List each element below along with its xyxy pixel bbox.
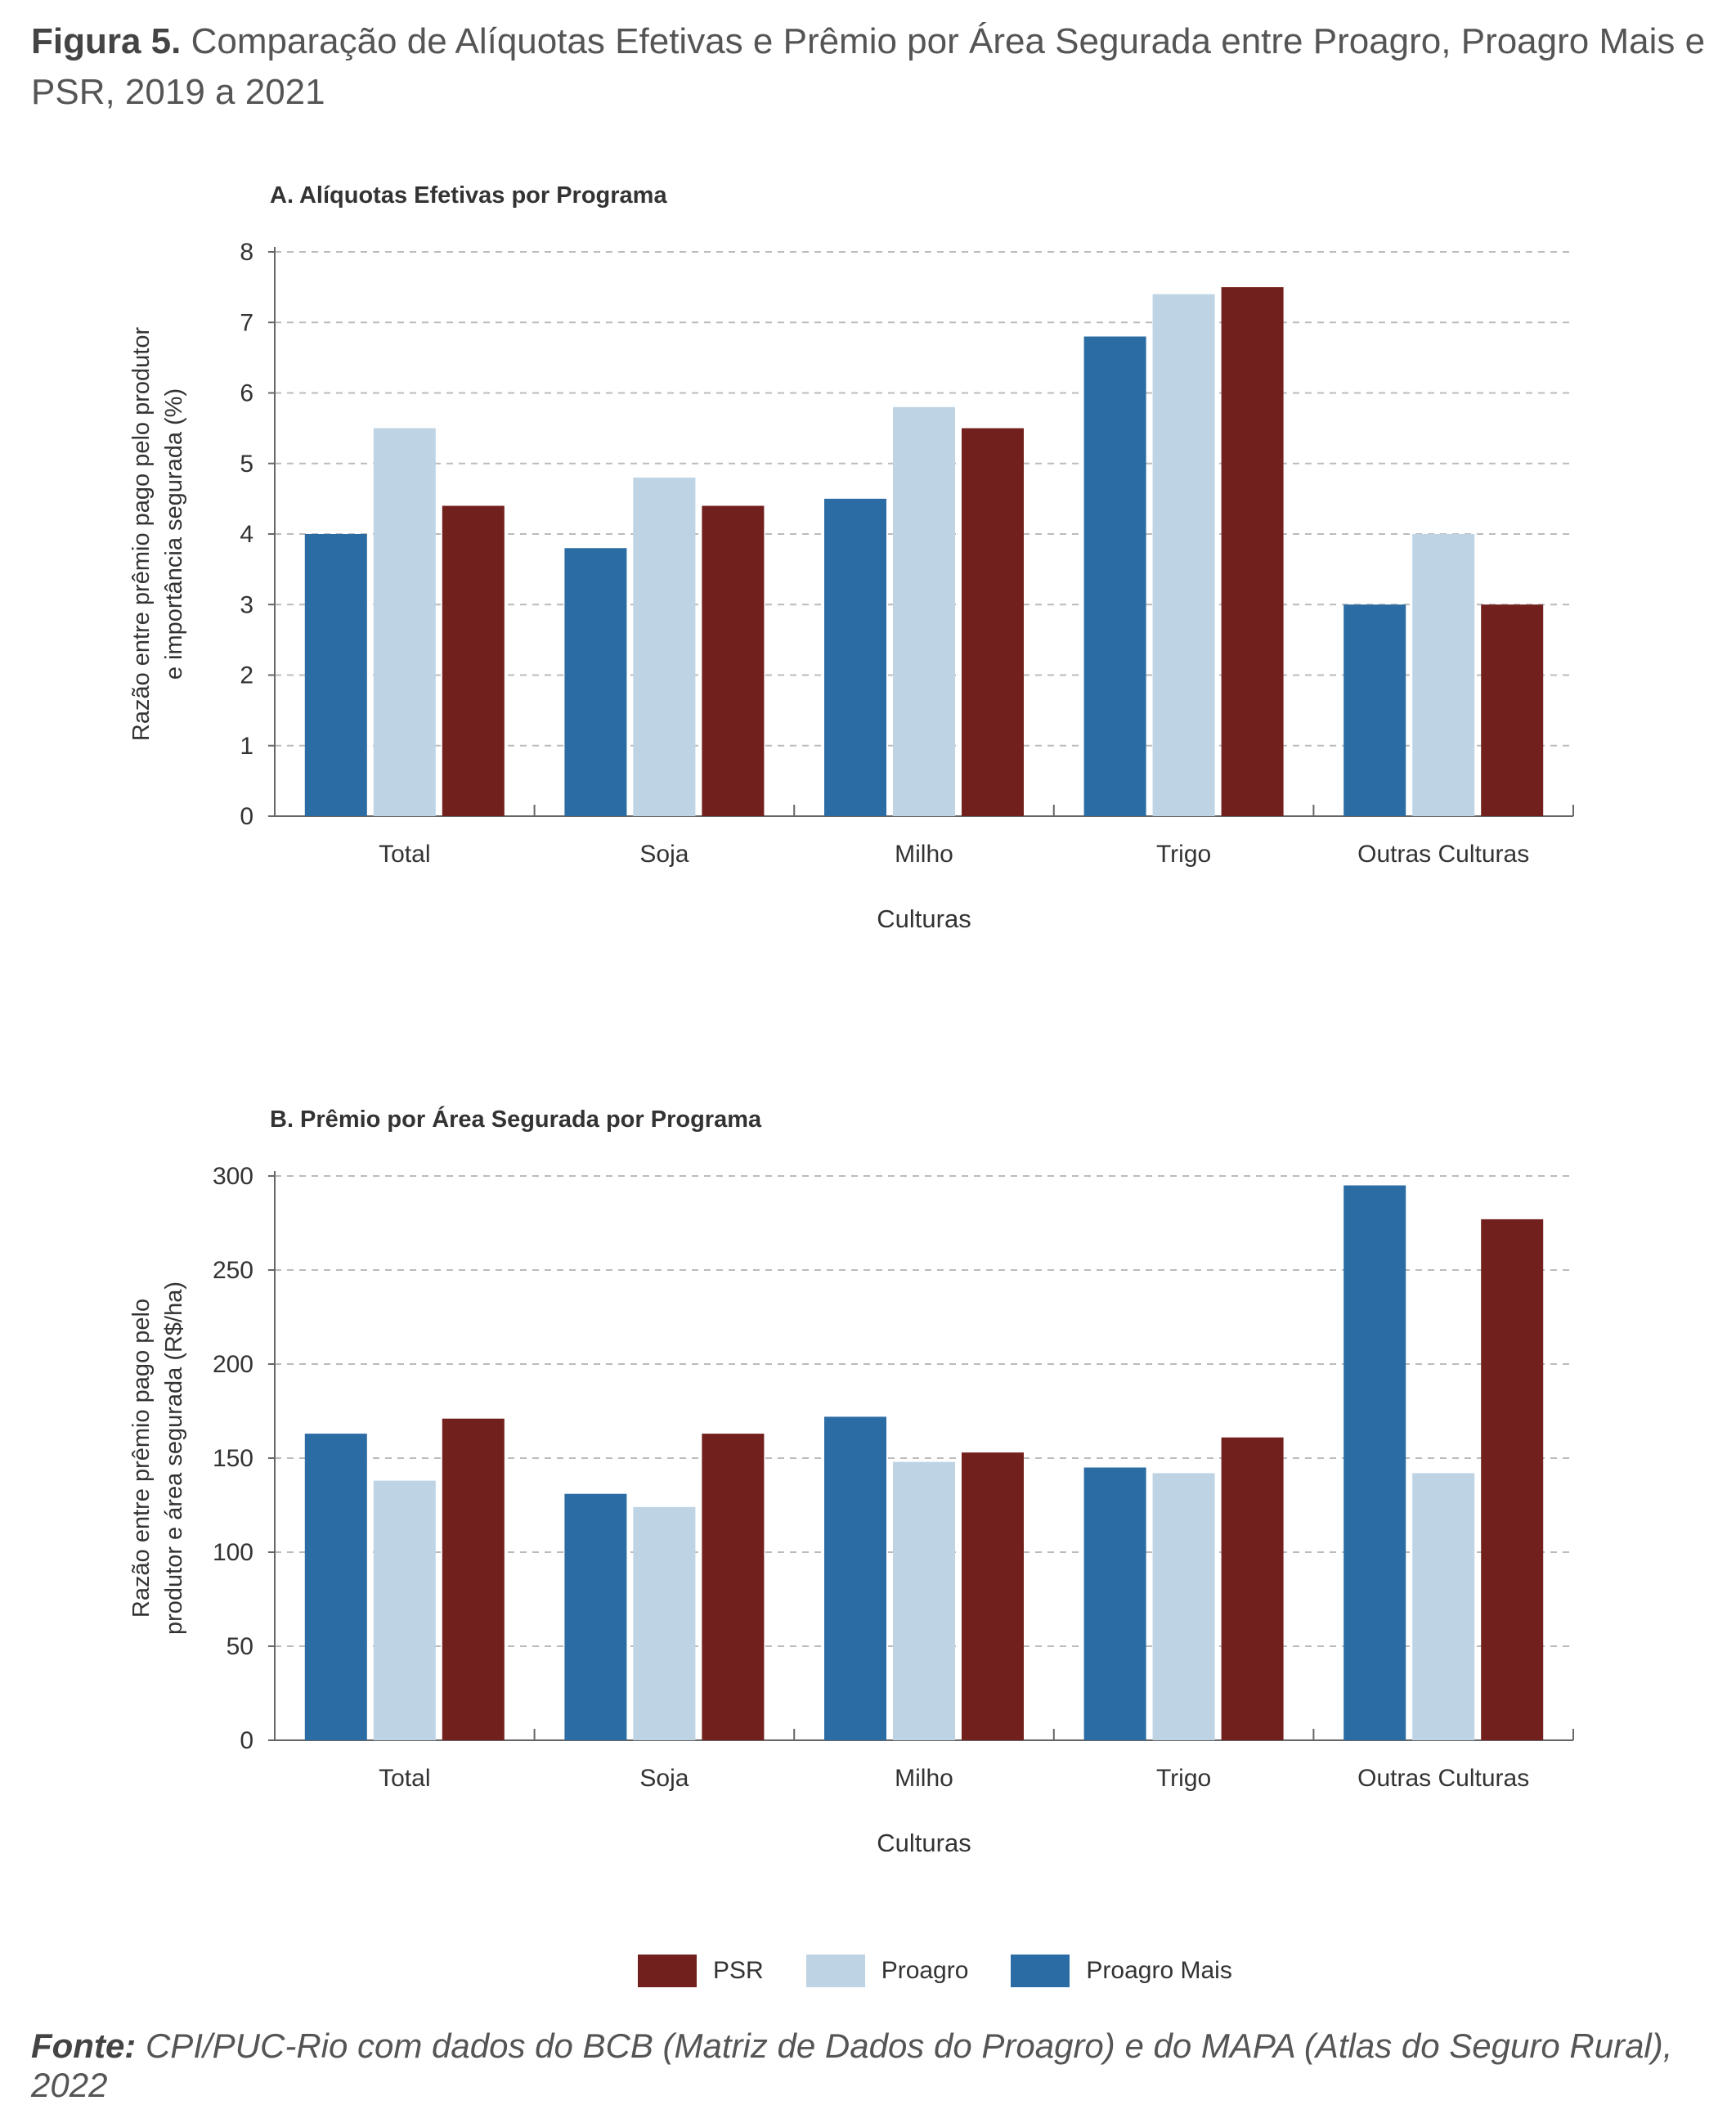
bar-psr (1481, 604, 1544, 816)
bar-proagro-mais (564, 1493, 627, 1740)
x-tick-label: Outras Culturas (1357, 1765, 1529, 1792)
y-tick-label: 150 (213, 1445, 253, 1472)
y-tick-label: 100 (213, 1539, 253, 1566)
x-tick-label: Soja (639, 1765, 689, 1792)
legend-item: Proagro Mais (1011, 1955, 1232, 1987)
x-tick-label: Milho (895, 841, 953, 868)
bar-proagro-mais (564, 548, 627, 816)
bar-proagro (1152, 1473, 1215, 1740)
bar-psr (1221, 287, 1284, 816)
source-label: Fonte: (31, 2026, 137, 2065)
y-tick-label: 0 (240, 1727, 253, 1754)
x-tick-label: Outras Culturas (1357, 841, 1529, 868)
y-axis-label-line: Razão entre prêmio pago pelo produtor (128, 327, 155, 742)
figure-title: Figura 5. Comparação de Alíquotas Efetiv… (31, 16, 1716, 118)
bar-proagro (893, 1461, 955, 1740)
legend-swatch (638, 1955, 697, 1987)
y-tick-label: 6 (240, 380, 253, 407)
legend-swatch (1011, 1955, 1070, 1987)
x-tick-label: Trigo (1156, 1765, 1211, 1792)
y-tick-label: 0 (240, 803, 253, 830)
y-tick-label: 7 (240, 309, 253, 336)
y-tick-label: 8 (240, 239, 253, 266)
chart-b: B. Prêmio por Área Segurada por Programa… (128, 1105, 1574, 1857)
y-tick-label: 1 (240, 733, 253, 760)
bar-psr (962, 1452, 1024, 1740)
y-tick-label: 5 (240, 451, 253, 478)
bar-psr (702, 505, 765, 816)
bar-proagro (373, 428, 436, 816)
y-axis-label: Razão entre prêmio pago pelo produtor e i… (128, 327, 187, 742)
figure-label: Figura 5. (31, 21, 182, 61)
bar-proagro (373, 1480, 436, 1740)
y-axis-label-line: produtor e área segurada (R$/ha) (161, 1281, 187, 1635)
bar-psr (702, 1434, 765, 1740)
bar-proagro (1412, 1473, 1475, 1740)
legend-label: PSR (713, 1957, 764, 1984)
x-tick-label: Soja (639, 841, 689, 868)
panel-title: A. Alíquotas Efetivas por Programa (270, 182, 667, 209)
y-axis-label-line: Razão entre prêmio pago pelo (128, 1299, 155, 1618)
bar-proagro (893, 406, 955, 816)
legend-item: Proagro (805, 1955, 969, 1987)
bar-proagro (633, 1506, 696, 1740)
legend-swatch (805, 1955, 865, 1987)
x-tick-label: Total (379, 841, 430, 868)
x-tick-label: Total (379, 1765, 430, 1792)
legend-label: Proagro (881, 1957, 969, 1984)
bar-proagro (1412, 534, 1475, 816)
x-axis-label: Culturas (877, 904, 971, 933)
y-axis-label: Razão entre prêmio pago pelo produtor e á… (128, 1281, 187, 1635)
bar-proagro (633, 478, 696, 816)
y-axis-label-line: e importância segurada (%) (161, 388, 187, 680)
y-tick-label: 4 (240, 521, 253, 548)
legend: PSR Proagro Proagro Mais (638, 1946, 1275, 1995)
bar-proagro-mais (304, 534, 367, 816)
bar-psr (962, 428, 1024, 816)
y-tick-label: 3 (240, 591, 253, 618)
bar-proagro-mais (824, 1416, 886, 1740)
chart-a: A. Alíquotas Efetivas por Programa 0 1 2 3 4 5… (128, 182, 1574, 933)
source-text: CPI/PUC-Rio com dados do BCB (Matriz de … (31, 2026, 1673, 2104)
bar-psr (442, 505, 505, 816)
y-tick-label: 200 (213, 1351, 253, 1378)
x-tick-label: Milho (895, 1765, 953, 1792)
y-tick-label: 50 (227, 1633, 253, 1660)
y-tick-label: 300 (213, 1163, 253, 1190)
bar-proagro-mais (304, 1434, 367, 1740)
bar-proagro-mais (1343, 604, 1406, 816)
y-tick-label: 250 (213, 1257, 253, 1284)
panel-title: B. Prêmio por Área Segurada por Programa (270, 1105, 762, 1133)
bar-proagro-mais (824, 498, 886, 816)
bar-proagro-mais (1083, 1467, 1146, 1740)
x-axis-label: Culturas (877, 1829, 971, 1857)
x-tick-label: Trigo (1156, 841, 1211, 868)
bar-proagro-mais (1343, 1185, 1406, 1740)
bar-proagro (1152, 294, 1215, 816)
figure-title-text: Comparação de Alíquotas Efetivas e Prêmi… (31, 21, 1706, 112)
bar-psr (1481, 1219, 1544, 1740)
source-note: Fonte: CPI/PUC-Rio com dados do BCB (Mat… (31, 2026, 1716, 2105)
y-tick-label: 2 (240, 662, 253, 689)
legend-item: PSR (638, 1955, 764, 1987)
legend-label: Proagro Mais (1086, 1957, 1232, 1984)
bar-psr (442, 1418, 505, 1740)
bar-proagro-mais (1083, 336, 1146, 816)
bar-psr (1221, 1437, 1284, 1740)
